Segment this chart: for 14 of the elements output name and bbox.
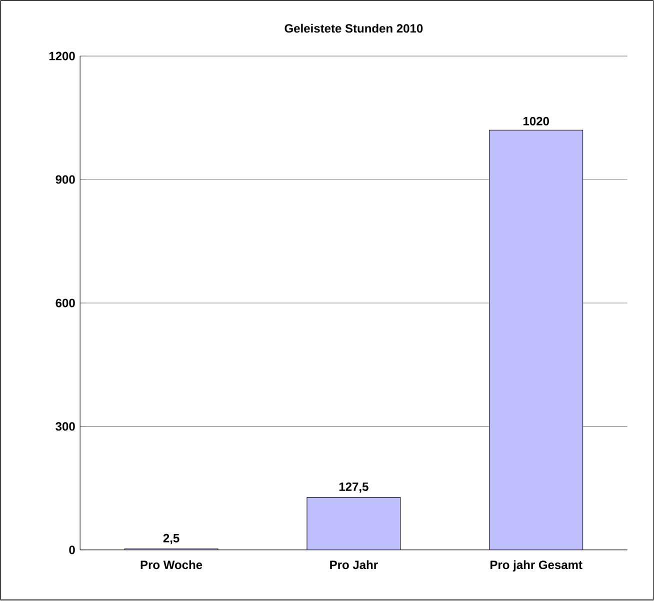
- x-tick-label: Pro jahr Gesamt: [490, 560, 582, 572]
- y-tick-label: 0: [69, 546, 75, 554]
- x-tick-label: Pro Woche: [140, 560, 202, 570]
- y-tick-label: 1200: [49, 52, 75, 60]
- bar: [306, 498, 400, 550]
- bar: [489, 130, 584, 550]
- data-label: 1020: [523, 117, 549, 126]
- data-label: 127,5: [339, 482, 368, 493]
- x-tick-label: Pro Jahr: [330, 560, 378, 570]
- data-label: 2,5: [163, 534, 180, 544]
- y-tick-label: 900: [56, 175, 75, 184]
- y-tick-label: 300: [56, 422, 75, 431]
- chart-title: Geleistete Stunden 2010: [284, 24, 423, 33]
- y-tick-label: 600: [56, 298, 75, 308]
